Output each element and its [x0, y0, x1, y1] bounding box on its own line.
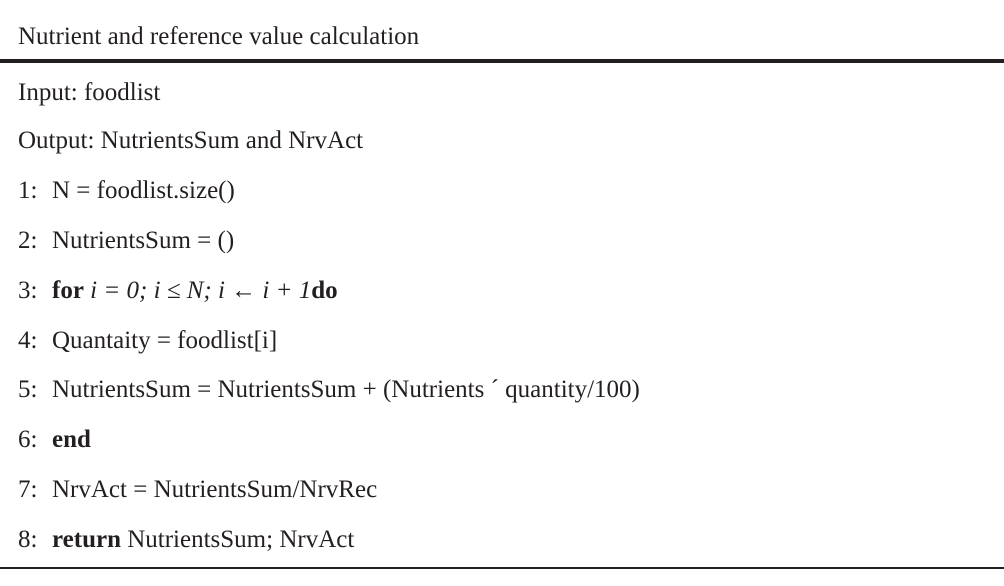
line-code: NutrientsSum = NutrientsSum + (Nutrients… [52, 376, 640, 403]
line-code: Quantaity = foodlist[i] [52, 327, 278, 354]
algorithm-line-1: 1: N = foodlist.size() [18, 174, 235, 208]
line-number: 5: [18, 376, 38, 403]
algorithm-input: Input: foodlist [18, 79, 161, 106]
line-number: 1: [18, 177, 38, 204]
loop-expression: i = 0; i ≤ N; i ← i + 1 [90, 277, 312, 304]
line-code: N = foodlist.size() [52, 177, 235, 204]
keyword-end: end [52, 426, 91, 453]
line-number: 6: [18, 426, 38, 453]
line-number: 2: [18, 227, 38, 254]
algorithm-line-4: 4: Quantaity = foodlist[i] [18, 324, 277, 358]
keyword-for: for [52, 277, 84, 304]
algorithm-line-3: 3: for i = 0; i ≤ N; i ← i + 1do [18, 274, 338, 308]
line-number: 4: [18, 327, 38, 354]
keyword-do: do [311, 277, 338, 304]
line-code: NrvAct = NutrientsSum/NrvRec [52, 476, 378, 503]
algorithm-line-2: 2: NutrientsSum = () [18, 224, 234, 258]
line-number: 7: [18, 476, 38, 503]
footer-rule [0, 567, 1004, 569]
algorithm-line-7: 7: NrvAct = NutrientsSum/NrvRec [18, 473, 377, 507]
header-rule [0, 59, 1004, 63]
line-code: NutrientsSum; NrvAct [127, 526, 355, 553]
line-code: NutrientsSum = () [52, 227, 235, 254]
line-number: 8: [18, 526, 38, 553]
algorithm-output: Output: NutrientsSum and NrvAct [18, 127, 364, 154]
algorithm-line-5: 5: NutrientsSum = NutrientsSum + (Nutrien… [18, 373, 640, 407]
keyword-return: return [52, 526, 121, 553]
algorithm-line-6: 6: end [18, 423, 91, 457]
line-number: 3: [18, 277, 38, 304]
algorithm-line-8: 8: return NutrientsSum; NrvAct [18, 523, 354, 557]
algorithm-title: Nutrient and reference value calculation [18, 23, 420, 50]
